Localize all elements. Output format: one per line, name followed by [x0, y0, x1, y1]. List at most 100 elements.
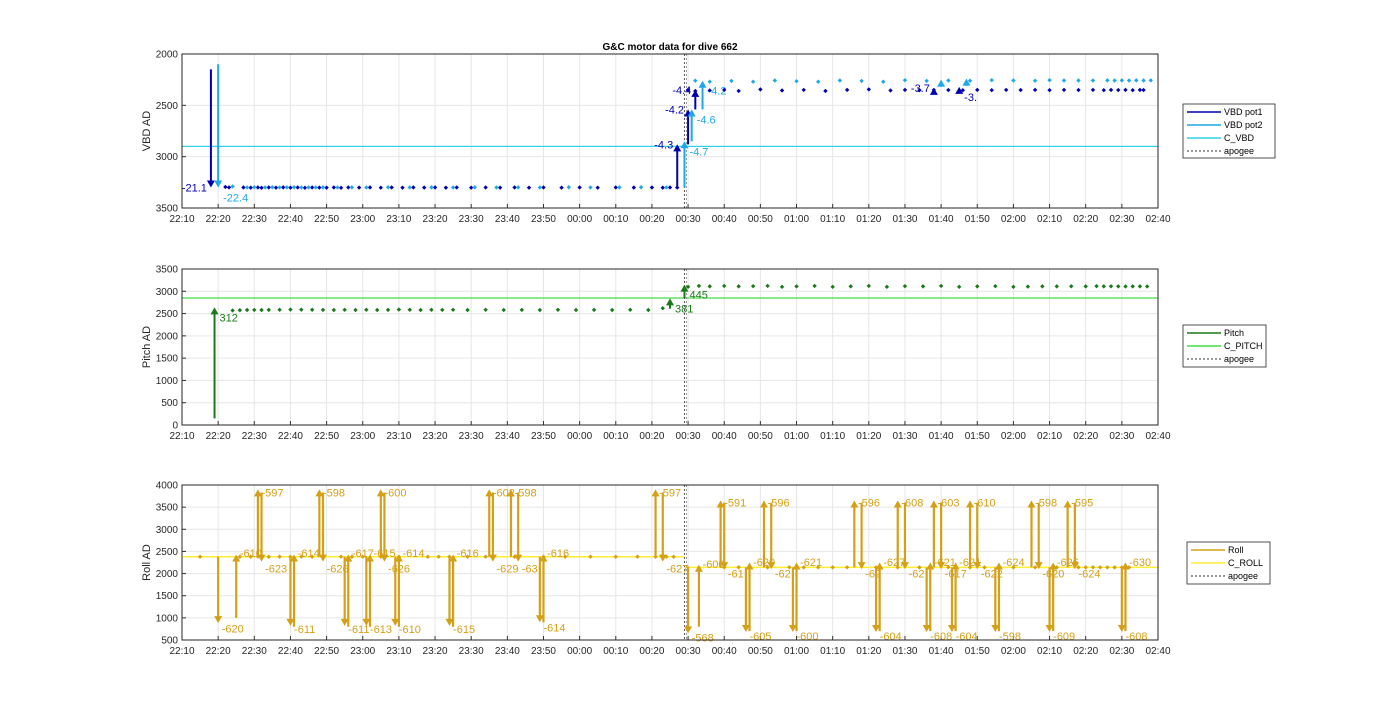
pitch-data-point: [266, 307, 271, 313]
vbd-arrow-head: [680, 141, 689, 149]
roll-arrow-label: -600: [384, 488, 406, 500]
pitch-xtick-label: 02:30: [1109, 431, 1134, 442]
pitch-data-point: [555, 307, 561, 312]
pitch-data-point: [259, 307, 264, 313]
roll-arrow-label: -598: [999, 631, 1021, 643]
roll-arrow-label: -608: [930, 631, 952, 643]
vbd-xtick-label: 23:30: [459, 214, 484, 225]
vbd-data-point: [1134, 78, 1139, 83]
pitch-data-point: [707, 284, 712, 289]
roll-arrow-head: [449, 554, 458, 562]
vbd-data-point: [266, 185, 271, 190]
vbd-data-point: [1105, 78, 1110, 83]
vbd-data-point: [472, 185, 477, 190]
vbd-data-point: [230, 184, 235, 189]
pitch-xtick-label: 02:00: [1001, 431, 1026, 442]
vbd-data-point: [454, 185, 459, 190]
vbd-data-point: [902, 87, 908, 93]
vbd-data-point: [367, 185, 373, 190]
roll-arrow-label: -604: [956, 631, 978, 643]
vbd-xtick-label: 23:00: [350, 214, 375, 225]
vbd-data-point: [837, 78, 843, 83]
vbd-panel: 22:10 22:20 22:30 22:40 22:50 23:00 23:10 23:20…: [141, 50, 1276, 225]
vbd-data-point: [356, 185, 362, 190]
vbd-data-point: [309, 185, 315, 190]
vbd-data-point: [526, 185, 532, 190]
vbd-data-point: [595, 185, 600, 190]
vbd-legend-label: VBD pot1: [1224, 107, 1263, 117]
vbd-data-point: [349, 185, 355, 190]
roll-xtick-label: 00:10: [603, 646, 628, 657]
roll-xtick-label: 22:40: [278, 646, 303, 657]
roll-arrow-head: [966, 500, 975, 508]
pitch-data-point: [1054, 284, 1059, 289]
roll-arrow-label: -622: [981, 569, 1003, 581]
roll-data-point: [1054, 565, 1059, 570]
pitch-data-point: [429, 307, 434, 312]
vbd-data-point: [1076, 87, 1081, 93]
vbd-data-point: [1090, 87, 1096, 93]
roll-arrow-head: [872, 625, 881, 633]
pitch-xtick-label: 01:10: [820, 431, 845, 442]
pitch-data-point: [237, 308, 243, 313]
roll-arrow-label: -620: [222, 623, 244, 635]
roll-arrow-head: [759, 500, 768, 508]
roll-arrow-label: -621: [934, 557, 956, 569]
roll-arrow-head: [1063, 500, 1072, 508]
vbd-arrow-label: -4.4: [672, 85, 691, 97]
vbd-data-point: [758, 87, 763, 92]
roll-arrow-label: -591: [724, 498, 746, 510]
roll-arrow-label: -617: [352, 548, 374, 560]
roll-data-point: [378, 554, 384, 559]
vbd-data-point: [1032, 78, 1038, 83]
vbd-data-point: [613, 185, 618, 190]
pitch-xtick-label: 23:40: [495, 431, 520, 442]
roll-arrow-label: -61: [728, 569, 744, 581]
vbd-data-point: [1141, 78, 1146, 83]
pitch-xtick-label: 23:50: [531, 431, 556, 442]
pitch-data-point: [685, 284, 691, 290]
pitch-data-point: [364, 307, 369, 312]
vbd-data-point: [1061, 78, 1067, 83]
roll-xtick-label: 22:10: [169, 646, 194, 657]
vbd-data-point: [468, 185, 474, 190]
roll-xtick-label: 00:00: [567, 646, 592, 657]
vbd-xtick-label: 01:00: [784, 214, 809, 225]
roll-data-point: [664, 554, 669, 559]
roll-arrow-head: [253, 489, 262, 497]
roll-data-point: [483, 554, 488, 559]
vbd-data-point: [736, 88, 741, 94]
vbd-ytick-label: 2500: [156, 101, 179, 112]
roll-xtick-label: 01:10: [820, 646, 845, 657]
vbd-arrow-head: [937, 79, 946, 87]
roll-data-point: [653, 554, 658, 559]
pitch-legend-label: C_PITCH: [1224, 341, 1263, 351]
vbd-data-point: [494, 185, 499, 190]
roll-arrow-head: [684, 626, 693, 634]
vbd-arrow-label: -3.7: [911, 83, 930, 95]
vbd-data-point: [317, 185, 322, 190]
pitch-xtick-label: 01:50: [965, 431, 990, 442]
vbd-data-point: [226, 185, 232, 190]
vbd-data-point: [291, 185, 297, 190]
pitch-xtick-label: 00:20: [639, 431, 664, 442]
vbd-data-point: [707, 88, 712, 93]
pitch-data-point: [320, 307, 326, 313]
roll-arrow-head: [1070, 562, 1079, 570]
vbd-xtick-label: 23:20: [423, 214, 448, 225]
pitch-data-point: [342, 307, 347, 312]
pitch-data-point: [465, 307, 470, 313]
roll-data-point: [1126, 565, 1132, 570]
roll-arrow-label: -621: [800, 557, 822, 569]
roll-data-point: [996, 565, 1002, 570]
roll-arrow-head: [1034, 562, 1043, 570]
vbd-data-point: [729, 78, 734, 84]
vbd-data-point: [859, 78, 864, 84]
pitch-arrow-head: [680, 284, 689, 292]
roll-arrow-head: [1117, 625, 1126, 633]
vbd-data-point: [411, 185, 416, 190]
vbd-ytick-label: 2000: [156, 50, 179, 61]
pitch-data-point: [765, 283, 770, 289]
roll-arrow-head: [788, 625, 797, 633]
pitch-data-point: [722, 283, 727, 289]
